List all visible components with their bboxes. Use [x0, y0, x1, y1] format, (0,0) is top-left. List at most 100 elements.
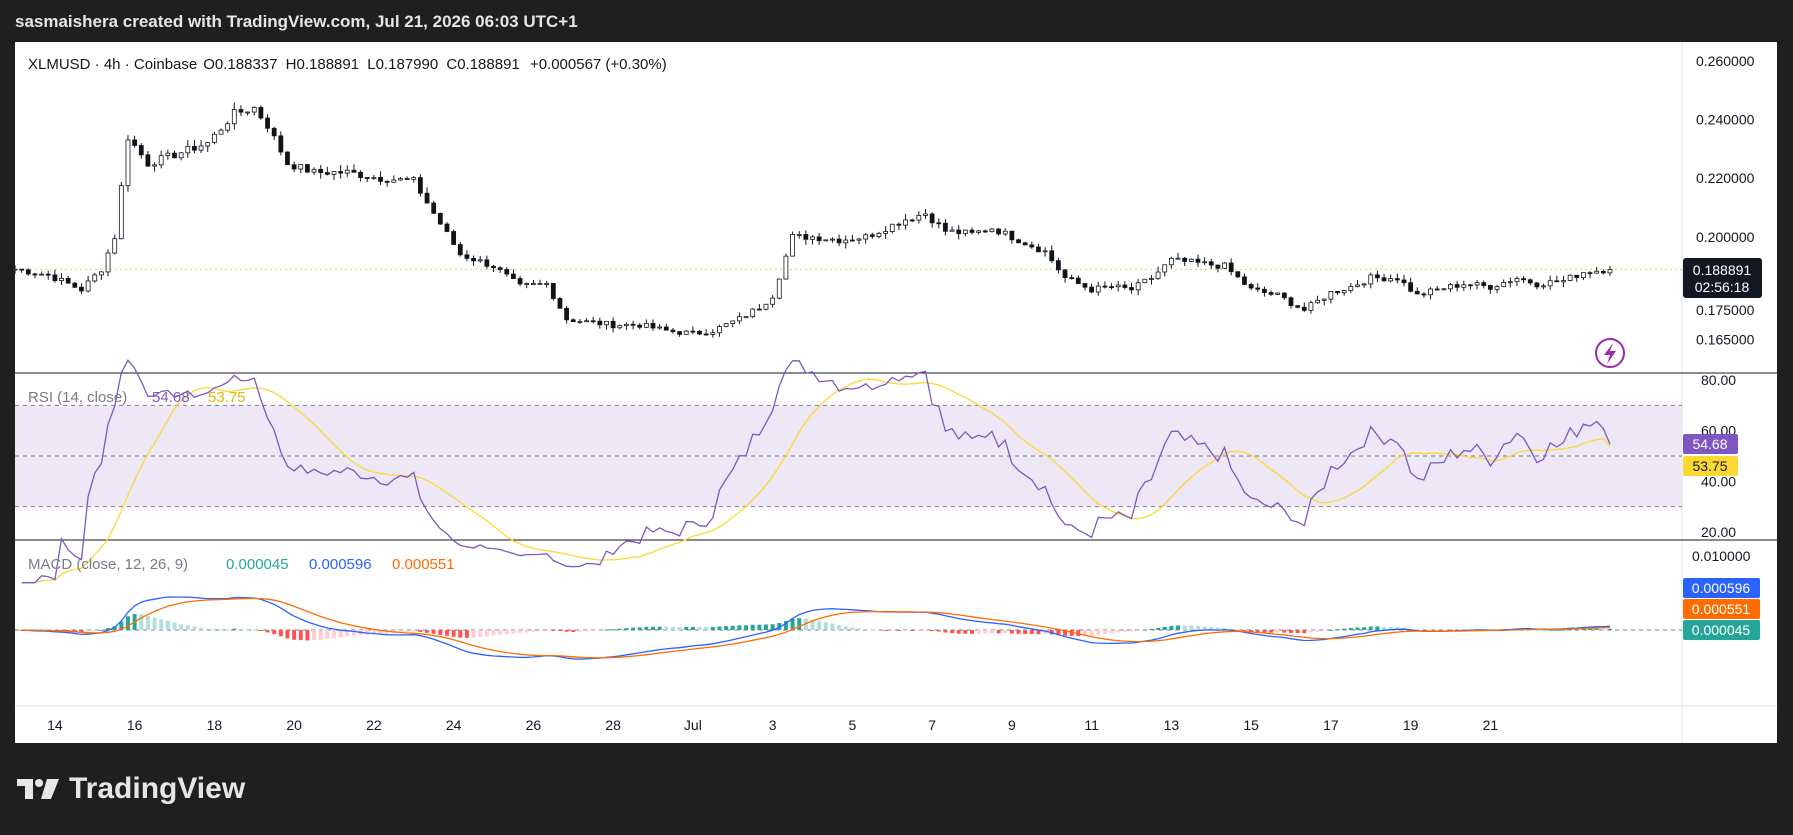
macd-hist-bar [1355, 627, 1360, 630]
candle-body [750, 308, 756, 318]
macd-hist-bar [1594, 628, 1599, 630]
macd-hist-bar [1269, 630, 1274, 633]
attribution-text: sasmaishera created with TradingView.com… [15, 12, 578, 31]
macd-hist-bar [325, 630, 330, 640]
macd-hist-bar [312, 630, 317, 641]
macd-hist-bar [1195, 625, 1200, 630]
macd-hist-bar [1229, 628, 1234, 630]
candle-body [1554, 280, 1560, 283]
candle-body [836, 238, 842, 244]
macd-hist-bar [1242, 630, 1247, 631]
chart-area[interactable]: 0.260000 0.240000 0.220000 0.200000 0.175000… [0, 0, 1793, 760]
time-tick-label: 15 [1243, 717, 1259, 733]
macd-hist-bar [378, 630, 383, 634]
macd-hist-bar [272, 630, 277, 635]
candle-body [431, 202, 437, 214]
candle-body [956, 229, 962, 234]
candle-body [717, 326, 722, 334]
price-tick-label: 0.175000 [1696, 302, 1755, 318]
candle-body [72, 282, 78, 288]
candle-body [1215, 264, 1221, 269]
candle-body [1228, 262, 1234, 273]
candle-body [238, 109, 244, 113]
macd-hist-bar [970, 630, 974, 634]
candle-body [703, 333, 709, 336]
macd-pane: 0.010000 [15, 548, 1751, 660]
macd-hist-bar [930, 630, 935, 631]
open-value: 0.188337 [215, 56, 278, 73]
candle-body [1188, 258, 1194, 262]
macd-hist-bar [1009, 630, 1014, 634]
close-value: 0.188891 [457, 56, 520, 73]
macd-hist-bar [604, 629, 609, 631]
macd-hist-bar [717, 626, 722, 630]
candle-body [856, 238, 862, 241]
macd-hist-bar [451, 630, 456, 637]
time-tick-label: 28 [605, 717, 621, 733]
macd-hist-bar [783, 621, 788, 630]
macd-hist-bar [305, 630, 310, 641]
macd-hist-bar [1548, 629, 1553, 631]
macd-hist-bar [996, 630, 1001, 634]
macd-hist-bar [285, 630, 290, 639]
macd-hist-bar [165, 620, 170, 630]
tradingview-logo[interactable]: TradingView [17, 772, 245, 806]
candle-body [1202, 261, 1207, 264]
macd-hist-bar [145, 615, 150, 630]
candle-body [883, 231, 888, 234]
candle-body [1361, 283, 1367, 286]
macd-hist-bar [252, 629, 257, 631]
price-tick-label: 0.220000 [1696, 170, 1755, 186]
candle-body [1414, 290, 1420, 295]
candle-body [305, 164, 310, 173]
macd-hist-bar [916, 630, 921, 631]
candle-body [457, 244, 463, 256]
macd-hist-bar [491, 630, 496, 636]
macd-hist-bar [318, 630, 323, 640]
chart-background [15, 42, 1777, 743]
macd-hist-bar [710, 626, 715, 630]
time-axis[interactable]: 14 16 18 20 22 24 26 28 Jul 3 5 7 9 11 13 15 17 19 21 [47, 717, 1498, 733]
candle-body [1275, 292, 1281, 295]
macd-hist-bar [697, 626, 702, 630]
candle-body [378, 176, 383, 182]
candle-body [530, 283, 536, 286]
macd-hist-bar [1275, 630, 1280, 633]
candle-body [1494, 286, 1500, 290]
candle-body [677, 331, 682, 335]
macd-hist-bar [79, 630, 84, 633]
candle-body [577, 321, 583, 323]
candle-body [1434, 288, 1440, 291]
macd-hist-bar [1534, 629, 1539, 631]
macd-hist-bar [106, 628, 111, 630]
bar-countdown: 02:56:18 [1695, 279, 1750, 295]
macd-hist-bar [624, 628, 629, 630]
candle-body [19, 268, 25, 271]
candle-body [39, 273, 44, 276]
macd-hist-bar [817, 620, 822, 630]
macd-hist-bar [1056, 630, 1061, 636]
candle-body [1401, 279, 1407, 284]
macd-hist-bar [398, 630, 403, 633]
lightning-icon[interactable] [1595, 338, 1625, 368]
macd-hist-bar [1169, 625, 1174, 630]
candle-body [989, 228, 995, 233]
macd-hist-bar [584, 630, 589, 632]
candle-body [1348, 286, 1354, 291]
macd-hist-bar [737, 625, 742, 630]
candle-body [723, 323, 729, 327]
candle-body [1175, 257, 1181, 260]
candle-body [384, 180, 390, 183]
candle-body [298, 164, 304, 170]
candle-body [923, 213, 928, 216]
macd-hist-bar [205, 628, 210, 630]
macd-hist-bar [444, 630, 449, 636]
macd-hist-bar [258, 630, 263, 631]
time-tick-label: 9 [1008, 717, 1016, 733]
candle-body [245, 111, 250, 114]
low-value: 0.187990 [376, 56, 439, 73]
candle-body [1242, 276, 1247, 285]
macd-hist-bar [1116, 630, 1121, 633]
macd-hist-bar [1255, 630, 1260, 633]
candle-body [730, 320, 736, 325]
